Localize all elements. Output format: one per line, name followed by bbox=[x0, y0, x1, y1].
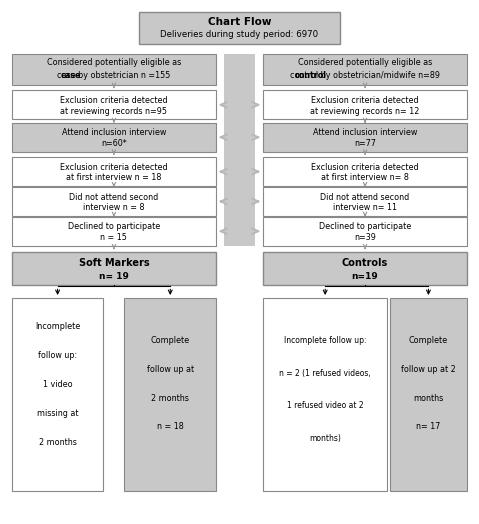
Text: 1 refused video at 2: 1 refused video at 2 bbox=[287, 401, 364, 410]
FancyBboxPatch shape bbox=[12, 217, 216, 246]
Text: control by obstetrician/midwife n=89: control by obstetrician/midwife n=89 bbox=[290, 71, 440, 80]
Text: Chart Flow: Chart Flow bbox=[208, 17, 271, 27]
Text: n=77: n=77 bbox=[354, 139, 376, 148]
Text: case by obstetrician n =155: case by obstetrician n =155 bbox=[57, 71, 171, 80]
FancyBboxPatch shape bbox=[263, 123, 467, 151]
Text: n=60*: n=60* bbox=[101, 139, 127, 148]
Text: Declined to participate: Declined to participate bbox=[319, 222, 411, 232]
Text: Attend inclusion interview: Attend inclusion interview bbox=[313, 128, 417, 137]
FancyBboxPatch shape bbox=[12, 298, 103, 490]
Text: follow up at: follow up at bbox=[147, 365, 194, 374]
Text: Did not attend second: Did not attend second bbox=[320, 193, 410, 202]
Text: 1 video: 1 video bbox=[43, 380, 72, 389]
Text: control: control bbox=[294, 71, 326, 80]
Text: case: case bbox=[60, 71, 81, 80]
FancyBboxPatch shape bbox=[125, 298, 216, 490]
FancyBboxPatch shape bbox=[12, 91, 216, 119]
Text: n = 18: n = 18 bbox=[157, 422, 183, 431]
Text: at first interview n= 8: at first interview n= 8 bbox=[321, 173, 409, 182]
FancyBboxPatch shape bbox=[12, 252, 216, 285]
FancyBboxPatch shape bbox=[12, 123, 216, 151]
Text: n= 19: n= 19 bbox=[99, 272, 129, 281]
FancyBboxPatch shape bbox=[263, 298, 388, 490]
Text: Soft Markers: Soft Markers bbox=[79, 258, 149, 268]
Text: Exclusion criteria detected: Exclusion criteria detected bbox=[60, 163, 168, 172]
FancyBboxPatch shape bbox=[12, 54, 216, 85]
Text: follow up:: follow up: bbox=[38, 351, 77, 360]
FancyBboxPatch shape bbox=[263, 217, 467, 246]
Text: Complete: Complete bbox=[151, 336, 190, 345]
Text: at reviewing records n= 12: at reviewing records n= 12 bbox=[310, 107, 420, 116]
FancyBboxPatch shape bbox=[263, 54, 467, 85]
Text: Controls: Controls bbox=[342, 258, 388, 268]
FancyBboxPatch shape bbox=[12, 157, 216, 186]
Text: n= 17: n= 17 bbox=[416, 422, 441, 431]
Text: n = 15: n = 15 bbox=[101, 233, 127, 242]
Text: n = 2 (1 refused videos,: n = 2 (1 refused videos, bbox=[279, 368, 371, 378]
Text: follow up at 2: follow up at 2 bbox=[401, 365, 456, 374]
Text: months: months bbox=[413, 394, 444, 402]
Text: Deliveries during study period: 6970: Deliveries during study period: 6970 bbox=[160, 30, 319, 39]
FancyBboxPatch shape bbox=[263, 91, 467, 119]
Text: Exclusion criteria detected: Exclusion criteria detected bbox=[311, 96, 419, 105]
Text: 2 months: 2 months bbox=[39, 438, 77, 447]
FancyBboxPatch shape bbox=[263, 252, 467, 285]
Text: Incomplete follow up:: Incomplete follow up: bbox=[284, 336, 366, 345]
Text: Considered potentially eligible as: Considered potentially eligible as bbox=[47, 58, 181, 67]
Text: at reviewing records n=95: at reviewing records n=95 bbox=[60, 107, 168, 116]
Text: missing at: missing at bbox=[37, 409, 79, 418]
FancyBboxPatch shape bbox=[263, 157, 467, 186]
Text: months): months) bbox=[309, 434, 341, 443]
Text: Declined to participate: Declined to participate bbox=[68, 222, 160, 232]
Bar bbox=[225, 54, 254, 246]
Text: interview n = 8: interview n = 8 bbox=[83, 203, 145, 212]
Text: Exclusion criteria detected: Exclusion criteria detected bbox=[311, 163, 419, 172]
FancyBboxPatch shape bbox=[263, 187, 467, 216]
FancyBboxPatch shape bbox=[12, 187, 216, 216]
Text: n=19: n=19 bbox=[352, 272, 378, 281]
Text: Considered potentially eligible as: Considered potentially eligible as bbox=[298, 58, 432, 67]
Text: 2 months: 2 months bbox=[151, 394, 189, 402]
Text: Did not attend second: Did not attend second bbox=[69, 193, 159, 202]
Text: at first interview n = 18: at first interview n = 18 bbox=[66, 173, 161, 182]
Text: Exclusion criteria detected: Exclusion criteria detected bbox=[60, 96, 168, 105]
Text: n=39: n=39 bbox=[354, 233, 376, 242]
Text: Attend inclusion interview: Attend inclusion interview bbox=[62, 128, 166, 137]
FancyBboxPatch shape bbox=[390, 298, 467, 490]
Text: Incomplete: Incomplete bbox=[35, 322, 80, 331]
Text: Complete: Complete bbox=[409, 336, 448, 345]
FancyBboxPatch shape bbox=[138, 12, 341, 44]
Text: interview n= 11: interview n= 11 bbox=[333, 203, 397, 212]
